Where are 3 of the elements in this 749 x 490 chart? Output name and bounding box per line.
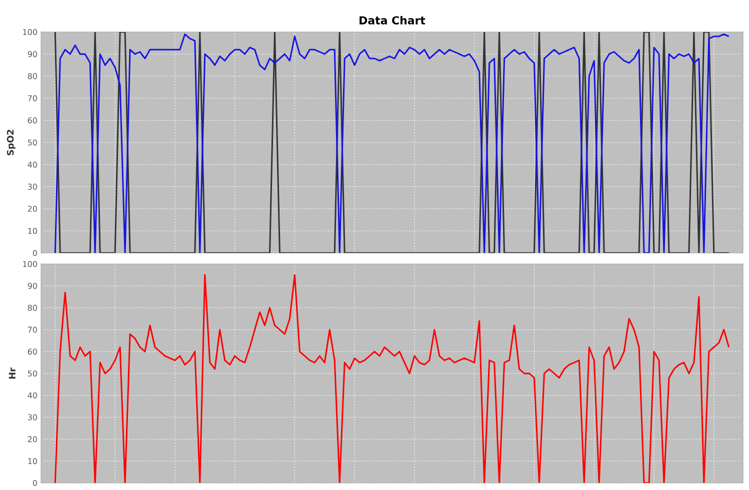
y-axis-title: SpO2 (6, 130, 16, 156)
y-axis-title: Hr (8, 368, 16, 379)
chart-title: Data Chart (360, 16, 426, 24)
